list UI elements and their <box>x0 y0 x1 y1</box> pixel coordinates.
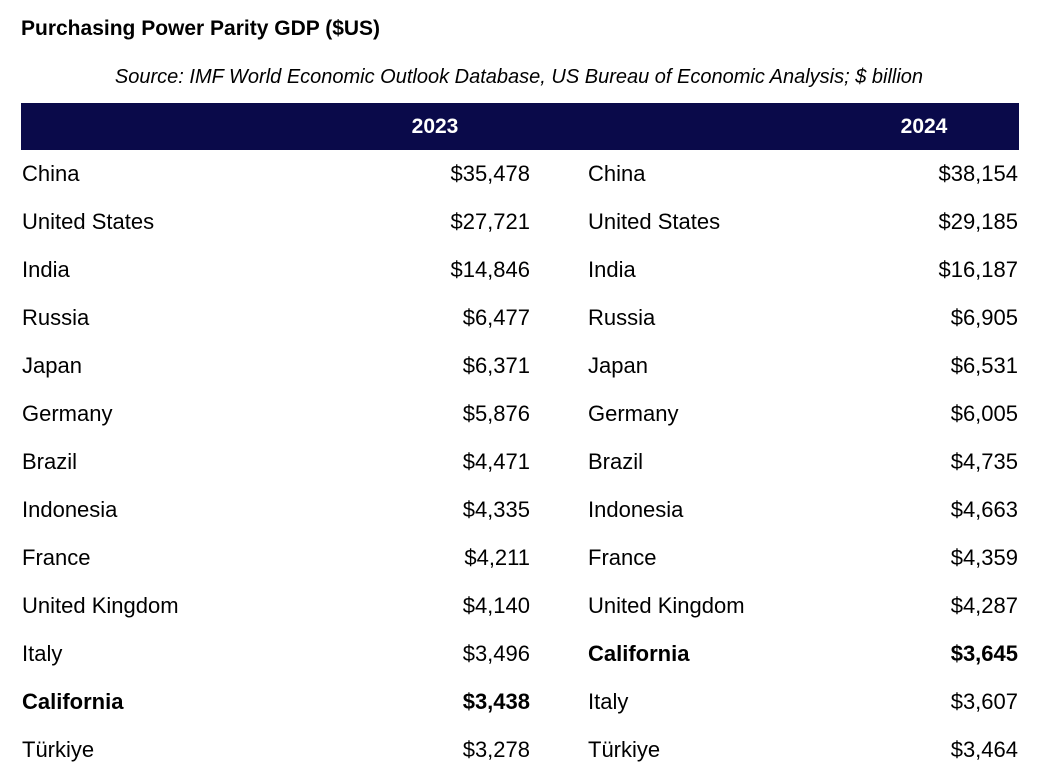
country-name-2024: India <box>588 257 636 282</box>
gdp-value-2024: $16,187 <box>938 257 1018 282</box>
chart-title: Purchasing Power Parity GDP ($US) <box>21 17 381 40</box>
gdp-value-2024: $29,185 <box>938 209 1018 234</box>
gdp-value-2023: $3,438 <box>462 689 530 714</box>
country-name-2023: Brazil <box>22 449 78 474</box>
gdp-value-2023: $27,721 <box>450 209 530 234</box>
gdp-value-2024: $3,645 <box>950 641 1018 666</box>
country-name-2023: Indonesia <box>22 497 118 522</box>
country-name-2024: Japan <box>588 353 648 378</box>
table-row: Brazil $4,471 Brazil $4,735 <box>0 438 1038 486</box>
country-name-2023: China <box>22 161 80 186</box>
gdp-value-2024: $6,005 <box>950 401 1018 426</box>
table-row: France $4,211 France $4,359 <box>0 534 1038 582</box>
gdp-value-2024: $6,905 <box>950 305 1018 330</box>
country-name-2023: Russia <box>22 305 90 330</box>
country-name-2023: Japan <box>22 353 82 378</box>
country-name-2023: California <box>22 689 124 714</box>
table-row: United States $27,721 United States $29,185 <box>0 198 1038 246</box>
country-name-2023: Germany <box>22 401 113 426</box>
country-name-2024: Russia <box>588 305 656 330</box>
gdp-value-2023: $35,478 <box>450 161 530 186</box>
column-header-2024: 2024 <box>900 115 948 138</box>
country-name-2024: United Kingdom <box>588 593 745 618</box>
country-name-2024: Italy <box>588 689 629 714</box>
gdp-value-2023: $14,846 <box>450 257 530 282</box>
gdp-value-2023: $4,140 <box>462 593 530 618</box>
table-row: China $35,478 China $38,154 <box>0 150 1038 198</box>
table-row: Russia $6,477 Russia $6,905 <box>0 294 1038 342</box>
gdp-value-2023: $6,371 <box>462 353 530 378</box>
country-name-2024: Indonesia <box>588 497 684 522</box>
country-name-2023: United States <box>22 209 155 234</box>
gdp-value-2023: $4,471 <box>462 449 530 474</box>
table-row: Türkiye $3,278 Türkiye $3,464 <box>0 726 1038 774</box>
country-name-2024: Germany <box>588 401 679 426</box>
gdp-value-2024: $6,531 <box>950 353 1018 378</box>
gdp-value-2024: $4,735 <box>950 449 1018 474</box>
gdp-value-2024: $3,607 <box>950 689 1018 714</box>
gdp-value-2023: $4,211 <box>464 545 530 570</box>
country-name-2024: United States <box>588 209 721 234</box>
table-header: 2023 2024 <box>21 103 1019 150</box>
gdp-value-2024: $4,359 <box>950 545 1018 570</box>
table-row: Indonesia $4,335 Indonesia $4,663 <box>0 486 1038 534</box>
gdp-value-2024: $38,154 <box>938 161 1018 186</box>
country-name-2024: France <box>588 545 657 570</box>
column-header-2023: 2023 <box>411 115 459 138</box>
data-table: China $35,478 China $38,154 United States $27… <box>0 150 1038 774</box>
gdp-value-2023: $3,496 <box>462 641 530 666</box>
gdp-value-2023: $5,876 <box>462 401 530 426</box>
gdp-value-2024: $3,464 <box>950 737 1018 762</box>
table-row: Germany $5,876 Germany $6,005 <box>0 390 1038 438</box>
gdp-value-2023: $3,278 <box>462 737 530 762</box>
country-name-2023: United Kingdom <box>22 593 179 618</box>
country-name-2024: China <box>588 161 646 186</box>
gdp-value-2024: $4,287 <box>950 593 1018 618</box>
country-name-2023: Türkiye <box>22 737 95 762</box>
country-name-2023: India <box>22 257 70 282</box>
country-name-2024: Türkiye <box>588 737 661 762</box>
country-name-2023: France <box>22 545 91 570</box>
chart-source: Source: IMF World Economic Outlook Datab… <box>114 66 924 88</box>
gdp-value-2023: $6,477 <box>462 305 530 330</box>
table-row: India $14,846 India $16,187 <box>0 246 1038 294</box>
table-row: Italy $3,496 California $3,645 <box>0 630 1038 678</box>
table-row: California $3,438 Italy $3,607 <box>0 678 1038 726</box>
table-row: Japan $6,371 Japan $6,531 <box>0 342 1038 390</box>
country-name-2024: Brazil <box>588 449 644 474</box>
table-row: United Kingdom $4,140 United Kingdom $4,287 <box>0 582 1038 630</box>
country-name-2023: Italy <box>22 641 63 666</box>
gdp-value-2023: $4,335 <box>462 497 530 522</box>
gdp-value-2024: $4,663 <box>950 497 1018 522</box>
country-name-2024: California <box>588 641 690 666</box>
